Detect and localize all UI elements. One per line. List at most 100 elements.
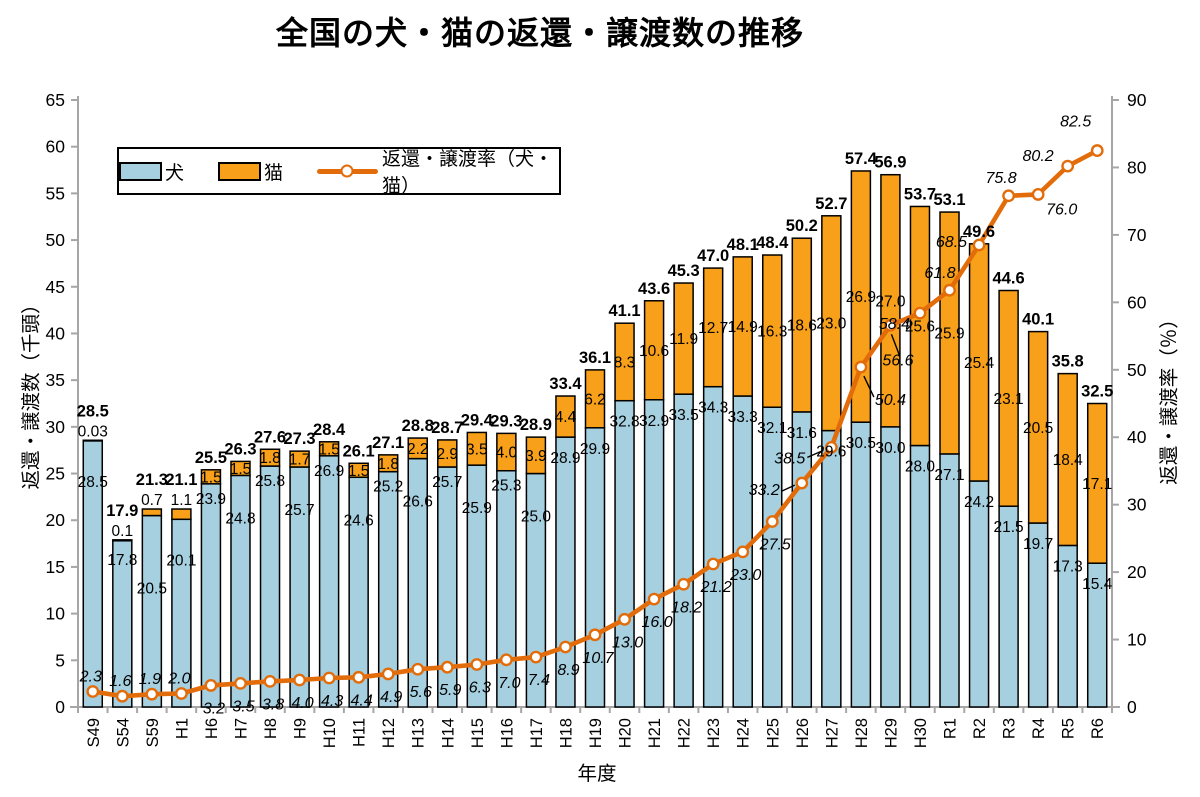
- total-label: 47.0: [697, 247, 729, 265]
- dog-bar-segment: [998, 505, 1019, 708]
- cat-value-label: 16.3: [757, 324, 787, 341]
- x-category-label: H1: [173, 718, 191, 739]
- dog-bar-segment: [880, 426, 901, 708]
- x-category-label: R6: [1089, 718, 1107, 739]
- cat-bar-segment: [437, 439, 458, 468]
- rate-marker: [618, 612, 631, 626]
- right-axis-tick-label: 20: [1127, 562, 1147, 582]
- dog-value-label: 29.9: [580, 441, 610, 458]
- cat-value-label: 14.9: [728, 319, 758, 336]
- right-axis-tick-label: 90: [1127, 90, 1147, 110]
- total-label: 21.3: [136, 471, 168, 489]
- dog-value-label: 25.7: [284, 502, 314, 519]
- rate-label-leader-line: [890, 334, 901, 356]
- rate-value-label: 5.9: [439, 682, 461, 699]
- rate-value-label: 10.7: [582, 650, 614, 667]
- dog-value-label: 31.6: [787, 425, 817, 442]
- rate-marker: [86, 685, 100, 698]
- left-axis-tick-label: 55: [46, 183, 65, 203]
- rate-value-label: 38.5: [774, 450, 805, 467]
- x-category-label: H28: [853, 718, 871, 748]
- rate-value-label: 75.8: [985, 170, 1016, 187]
- cat-value-label: 1.5: [230, 461, 252, 478]
- dog-value-label: 28.9: [550, 450, 580, 467]
- cat-value-label: 12.7: [698, 320, 728, 337]
- total-label: 17.9: [106, 502, 138, 520]
- dog-value-label: 26.9: [314, 463, 344, 480]
- rate-value-label: 3.2: [203, 700, 225, 717]
- rate-marker: [1090, 144, 1104, 157]
- total-label: 28.5: [77, 402, 109, 420]
- dog-bar-segment: [968, 480, 990, 708]
- dog-value-label: 23.9: [196, 491, 226, 508]
- cat-value-label: 27.0: [875, 293, 906, 310]
- cat-bar-segment: [466, 431, 488, 466]
- rate-marker: [588, 628, 602, 642]
- rate-marker: [972, 238, 986, 252]
- dog-value-label: 33.3: [728, 409, 758, 426]
- rate-value-label: 2.3: [79, 668, 102, 685]
- rate-marker: [765, 515, 779, 528]
- cat-value-label: 25.4: [964, 355, 995, 372]
- rate-value-label: 4.4: [351, 692, 373, 709]
- rate-value-label: 76.0: [1046, 201, 1077, 218]
- right-axis-tick-label: 0: [1127, 697, 1137, 717]
- cat-value-label: 2.2: [407, 441, 429, 458]
- x-category-label: H7: [232, 718, 250, 739]
- x-category-label: H15: [469, 718, 487, 748]
- cat-value-label: 18.4: [1053, 452, 1084, 469]
- total-label: 48.1: [727, 236, 759, 254]
- total-label: 36.1: [579, 349, 611, 367]
- left-axis-tick-label: 40: [46, 323, 66, 343]
- dog-value-label: 25.2: [373, 479, 403, 496]
- total-label: 29.3: [490, 412, 522, 430]
- x-category-label: H22: [676, 718, 694, 748]
- rate-marker: [1002, 189, 1015, 203]
- total-label: 53.1: [933, 191, 965, 209]
- rate-value-label: 23.0: [729, 567, 761, 584]
- cat-bar-segment: [584, 369, 606, 429]
- rate-value-label: 7.0: [498, 675, 520, 692]
- total-label: 50.2: [786, 217, 818, 235]
- x-category-label: R5: [1060, 718, 1078, 739]
- rate-value-label: 56.6: [882, 352, 913, 369]
- cat-bar-segment: [407, 437, 428, 460]
- left-axis-tick-label: 45: [46, 277, 65, 297]
- rate-line-legend-sample: [316, 164, 378, 178]
- total-label: 28.9: [520, 416, 552, 434]
- dog-value-label: 20.1: [166, 552, 196, 569]
- dog-value-label: 17.3: [1053, 558, 1083, 575]
- rate-value-label: 58.4: [879, 316, 910, 333]
- right-axis-tick-label: 40: [1127, 427, 1147, 447]
- cat-bar-segment: [112, 539, 133, 542]
- legend: 犬 猫 返還・譲渡率（犬・猫）: [117, 147, 561, 197]
- dog-bar-segment: [673, 393, 694, 708]
- cat-bar-segment: [673, 282, 694, 395]
- cat-legend-label: 猫: [263, 162, 283, 184]
- cat-value-label: 23.0: [816, 316, 847, 333]
- dog-value-label: 21.5: [994, 519, 1024, 536]
- rate-line-marker-icon: [340, 164, 354, 178]
- cat-bar-segment: [348, 462, 369, 479]
- rate-label-leader-line: [807, 449, 824, 458]
- cat-value-label: 1.5: [200, 469, 222, 486]
- total-label: 33.4: [549, 375, 582, 393]
- rate-value-label: 18.2: [671, 599, 702, 616]
- dog-value-label: 29.6: [816, 444, 846, 461]
- rate-value-label: 4.0: [291, 695, 313, 712]
- left-axis-tick-label: 5: [55, 650, 65, 670]
- cat-value-label: 26.9: [846, 289, 876, 306]
- dog-value-label: 34.3: [698, 400, 728, 417]
- left-axis-title: 返還・譲渡数（千頭）: [20, 294, 43, 490]
- left-axis-tick-label: 50: [46, 230, 66, 250]
- cat-bar-segment: [230, 460, 251, 477]
- dog-value-label: 24.2: [964, 494, 994, 511]
- cat-bar-segment: [171, 508, 192, 521]
- dog-legend-swatch: [119, 161, 162, 181]
- left-axis-tick-label: 15: [46, 557, 65, 577]
- dog-bar-segment: [821, 429, 842, 708]
- cat-value-label: 8.3: [614, 354, 636, 371]
- total-label: 49.6: [963, 223, 995, 241]
